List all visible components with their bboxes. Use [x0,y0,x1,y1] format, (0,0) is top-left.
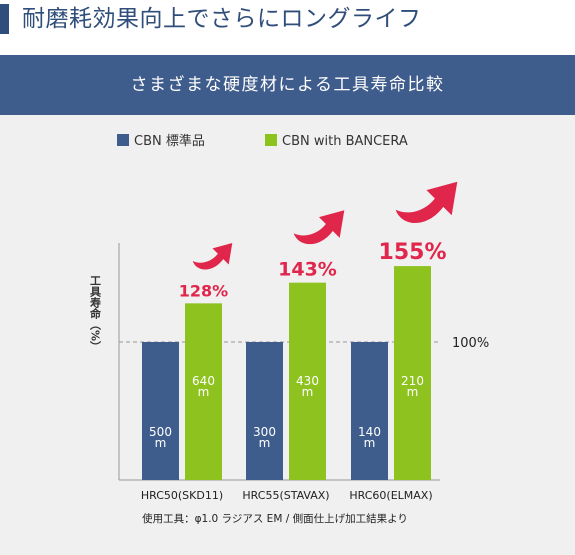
legend-swatch-cbn-standard [117,134,129,146]
page-heading: 耐磨耗効果向上でさらにロングライフ [0,0,575,40]
improvement-label: 143% [278,259,337,281]
bar-cbn-standard [351,342,388,480]
trend-up-arrow-icon [192,242,233,270]
chart-footnote: 使用工具：φ1.0 ラジアス EM / 側面仕上げ加工結果より [142,512,408,525]
x-tick-label: HRC50(SKD11) [141,489,223,502]
bar-cbn-bancera [394,266,431,480]
chart-banner: さまざまな硬度材による工具寿命比較 [0,55,575,115]
bar-value-label: 300 m [253,425,276,450]
bar-value-label: 500 m [149,425,172,450]
improvement-label: 155% [379,240,447,265]
x-tick-label: HRC55(STAVAX) [242,489,329,502]
bar-value-label: 640 m [192,374,215,399]
legend-swatch-cbn-bancera [265,134,277,146]
chart-panel [0,55,575,555]
reference-line-label: 100% [452,336,489,351]
bar-cbn-bancera [289,282,326,480]
bar-cbn-bancera [185,303,222,480]
improvement-label: 128% [179,281,228,300]
legend: CBN 標準品 CBN with BANCERA [117,133,408,149]
page-title: 耐磨耗効果向上でさらにロングライフ [22,6,422,32]
chart-title: さまざまな硬度材による工具寿命比較 [130,75,445,95]
bar-value-label: 140 m [358,425,381,450]
legend-label-cbn-standard: CBN 標準品 [134,133,205,149]
trend-up-arrow-icon [395,181,458,223]
legend-label-cbn-bancera: CBN with BANCERA [282,134,408,149]
bar-value-label: 430 m [296,374,319,399]
x-tick-label: HRC60(ELMAX) [349,489,432,502]
y-axis-label: 工具寿命（%） [89,275,103,352]
heading-accent-bar [0,4,9,34]
bar-value-label: 210 m [401,374,424,399]
bar-cbn-standard [142,342,179,480]
bar-cbn-standard [246,342,283,480]
trend-up-arrow-icon [293,210,345,245]
bars-group: 500 m 640 m 128% HRC50(SKD11) 300 m 430 m 143% HRC5… [141,181,458,502]
